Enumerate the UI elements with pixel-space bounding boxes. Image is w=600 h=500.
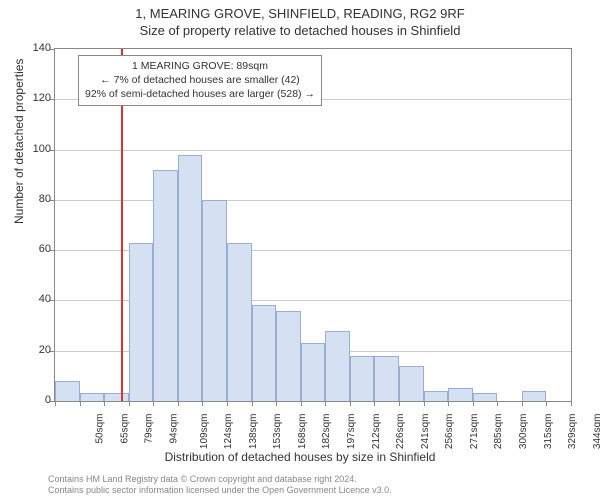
ytick-label: 120 <box>21 92 51 104</box>
xtick-label: 226sqm <box>395 414 406 450</box>
xtick-mark <box>55 401 56 406</box>
xtick-label: 94sqm <box>169 414 180 444</box>
xtick-mark <box>424 401 425 406</box>
xtick-mark <box>202 401 203 406</box>
xtick-label: 79sqm <box>144 414 155 444</box>
histogram-bar <box>153 170 178 401</box>
ytick-label: 0 <box>21 394 51 406</box>
gridline <box>55 150 571 151</box>
xtick-label: 197sqm <box>346 414 357 450</box>
xtick-mark <box>178 401 179 406</box>
xtick-label: 109sqm <box>199 414 210 450</box>
histogram-bar <box>350 356 375 401</box>
footer-attribution: Contains HM Land Registry data © Crown c… <box>48 474 392 497</box>
ytick-label: 100 <box>21 143 51 155</box>
ytick-label: 60 <box>21 243 51 255</box>
gridline <box>55 200 571 201</box>
xtick-label: 329sqm <box>567 414 578 450</box>
annotation-line: 92% of semi-detached houses are larger (… <box>85 87 315 101</box>
xtick-label: 182sqm <box>322 414 333 450</box>
xtick-mark <box>571 401 572 406</box>
xtick-label: 50sqm <box>95 414 106 444</box>
histogram-bar <box>522 391 547 401</box>
title-line-1: 1, MEARING GROVE, SHINFIELD, READING, RG… <box>0 0 600 21</box>
xtick-label: 256sqm <box>444 414 455 450</box>
xtick-label: 285sqm <box>494 414 505 450</box>
xtick-label: 153sqm <box>272 414 283 450</box>
xtick-mark <box>325 401 326 406</box>
histogram-bar <box>55 381 80 401</box>
xtick-label: 124sqm <box>223 414 234 450</box>
histogram-bar <box>227 243 252 401</box>
histogram-bar <box>473 393 498 401</box>
histogram-bar <box>301 343 326 401</box>
xtick-label: 168sqm <box>297 414 308 450</box>
ytick-label: 40 <box>21 293 51 305</box>
histogram-bar <box>129 243 154 401</box>
histogram-bar <box>104 393 129 401</box>
footer-line-2: Contains public sector information licen… <box>48 485 392 496</box>
histogram-bar <box>80 393 105 401</box>
xtick-label: 300sqm <box>518 414 529 450</box>
xtick-mark <box>104 401 105 406</box>
xtick-label: 65sqm <box>119 414 130 444</box>
xtick-mark <box>448 401 449 406</box>
xtick-mark <box>227 401 228 406</box>
histogram-bar <box>399 366 424 401</box>
histogram-bar <box>374 356 399 401</box>
xtick-mark <box>129 401 130 406</box>
xtick-mark <box>80 401 81 406</box>
x-axis-label: Distribution of detached houses by size … <box>0 450 600 464</box>
histogram-bar <box>202 200 227 401</box>
xtick-mark <box>522 401 523 406</box>
xtick-mark <box>473 401 474 406</box>
footer-line-1: Contains HM Land Registry data © Crown c… <box>48 474 392 485</box>
histogram-bar <box>178 155 203 401</box>
histogram-bar <box>252 305 277 401</box>
xtick-label: 212sqm <box>371 414 382 450</box>
xtick-mark <box>497 401 498 406</box>
annotation-box: 1 MEARING GROVE: 89sqm← 7% of detached h… <box>78 55 322 106</box>
ytick-label: 20 <box>21 344 51 356</box>
histogram-bar <box>276 311 301 402</box>
xtick-label: 241sqm <box>420 414 431 450</box>
chart-container: 1, MEARING GROVE, SHINFIELD, READING, RG… <box>0 0 600 500</box>
xtick-mark <box>153 401 154 406</box>
xtick-mark <box>350 401 351 406</box>
histogram-bar <box>448 388 473 401</box>
xtick-mark <box>399 401 400 406</box>
xtick-label: 344sqm <box>592 414 600 450</box>
annotation-line: ← 7% of detached houses are smaller (42) <box>85 73 315 87</box>
xtick-mark <box>546 401 547 406</box>
xtick-label: 138sqm <box>248 414 259 450</box>
xtick-label: 315sqm <box>543 414 554 450</box>
title-line-2: Size of property relative to detached ho… <box>0 21 600 38</box>
histogram-bar <box>325 331 350 401</box>
annotation-line: 1 MEARING GROVE: 89sqm <box>85 59 315 73</box>
xtick-mark <box>252 401 253 406</box>
xtick-mark <box>276 401 277 406</box>
xtick-label: 271sqm <box>469 414 480 450</box>
xtick-mark <box>374 401 375 406</box>
histogram-bar <box>424 391 449 401</box>
ytick-label: 140 <box>21 42 51 54</box>
xtick-mark <box>301 401 302 406</box>
ytick-label: 80 <box>21 193 51 205</box>
